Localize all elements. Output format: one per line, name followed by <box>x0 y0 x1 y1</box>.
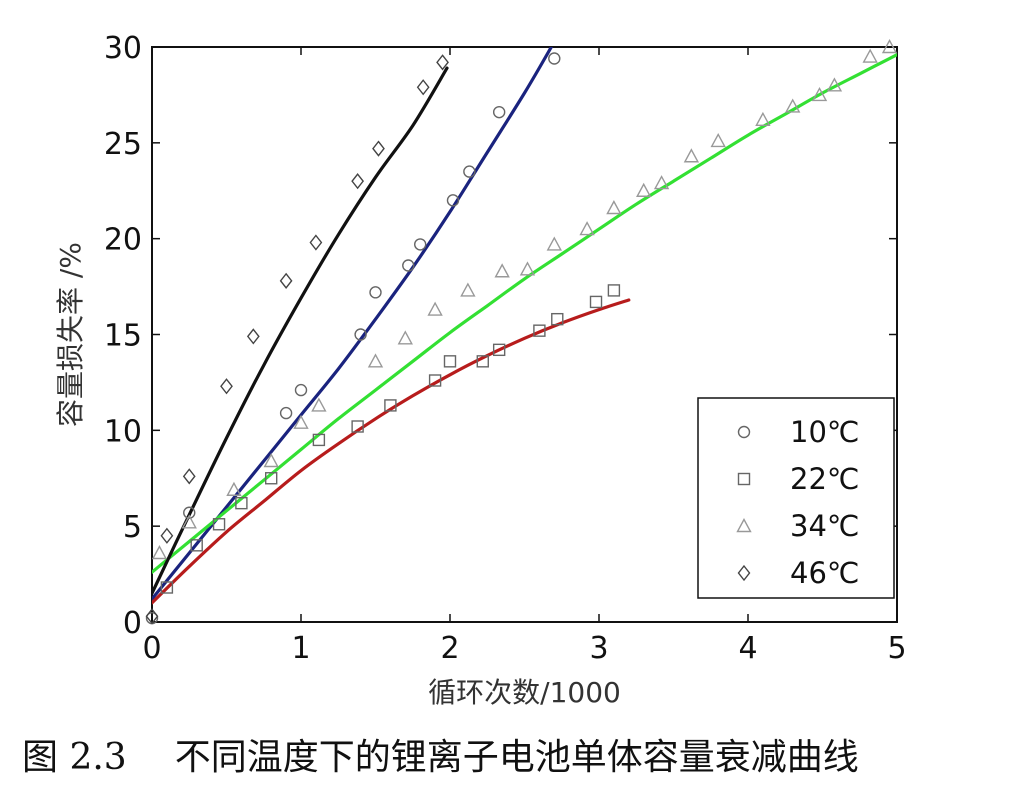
figure-number: 图 2.3 <box>22 737 127 778</box>
data-point <box>279 406 293 420</box>
legend: 10℃ 22℃ 34℃ 46℃ <box>697 397 895 599</box>
data-point <box>293 414 309 429</box>
data-point <box>826 77 843 92</box>
data-point <box>372 140 385 157</box>
data-point <box>785 98 801 113</box>
data-point <box>312 433 326 447</box>
data-point <box>492 105 506 119</box>
data-point <box>548 52 561 65</box>
data-point <box>265 472 278 485</box>
fit-line-3 <box>152 66 449 595</box>
legend-marker <box>737 564 751 582</box>
capacity-loss-chart: 0 1 2 3 4 5 0 5 10 15 20 25 30 循环次数/1000 容量损失率 /% 10… <box>54 31 907 709</box>
data-point <box>436 54 449 71</box>
legend-label: 22℃ <box>790 462 859 496</box>
legend-label: 34℃ <box>790 509 859 543</box>
data-point <box>354 328 367 341</box>
legend-label: 46℃ <box>790 556 859 590</box>
legend-label: 10℃ <box>790 415 859 449</box>
data-point <box>636 182 652 197</box>
x-axis-title: 循环次数/1000 <box>428 676 621 709</box>
x-tick-label: 4 <box>738 631 757 666</box>
data-point <box>533 324 546 337</box>
x-tick-label: 0 <box>142 631 161 666</box>
y-tick-label: 10 <box>104 414 142 449</box>
data-point <box>546 236 562 251</box>
y-tick-label: 20 <box>104 223 142 258</box>
data-point <box>311 397 327 412</box>
y-tick-label: 30 <box>104 31 142 66</box>
data-point <box>384 399 397 412</box>
x-tick-label: 3 <box>589 631 608 666</box>
legend-box <box>697 397 895 599</box>
data-point <box>309 234 323 251</box>
y-tick-label: 15 <box>104 319 142 354</box>
data-point <box>183 506 196 519</box>
data-point <box>428 374 442 387</box>
data-point <box>494 263 510 278</box>
data-point <box>351 420 364 433</box>
data-point <box>369 286 382 299</box>
data-point <box>476 355 489 368</box>
data-point <box>551 312 564 326</box>
axis-ticks: 0 1 2 3 4 5 0 5 10 15 20 25 30 <box>104 31 907 666</box>
data-point <box>145 608 159 625</box>
data-point <box>160 527 174 544</box>
data-point <box>351 173 365 190</box>
legend-marker <box>736 518 752 533</box>
data-markers <box>145 39 898 625</box>
data-point <box>212 518 226 531</box>
data-point <box>263 453 279 468</box>
data-point <box>160 581 174 594</box>
data-point <box>182 468 196 485</box>
data-point <box>607 284 621 297</box>
data-point <box>710 132 726 148</box>
data-point <box>463 165 476 178</box>
figure-caption: 图 2.3 不同温度下的锂离子电池单体容量衰减曲线 <box>22 728 859 780</box>
x-tick-label: 2 <box>440 631 459 666</box>
data-point <box>416 79 430 96</box>
data-point <box>226 481 242 496</box>
data-point <box>402 259 415 272</box>
data-point <box>606 200 622 215</box>
data-point <box>460 282 476 297</box>
data-point <box>151 545 168 560</box>
data-point <box>881 39 898 54</box>
data-point <box>235 496 248 510</box>
data-point <box>414 238 427 251</box>
figure-caption-text: 不同温度下的锂离子电池单体容量衰减曲线 <box>174 737 859 778</box>
data-point <box>397 330 413 345</box>
data-point <box>519 261 536 276</box>
data-point <box>589 295 603 309</box>
data-point <box>579 221 595 236</box>
data-point <box>427 301 443 316</box>
data-point <box>492 343 506 357</box>
legend-marker <box>737 472 751 486</box>
data-point <box>811 86 828 102</box>
y-tick-label: 0 <box>123 606 142 641</box>
data-point <box>755 111 771 127</box>
data-point <box>181 514 197 529</box>
data-point <box>862 48 878 63</box>
data-point <box>190 539 203 552</box>
data-point <box>653 175 670 190</box>
data-point <box>446 194 460 207</box>
y-tick-label: 5 <box>123 510 142 545</box>
data-point <box>443 355 457 368</box>
x-tick-label: 1 <box>291 631 310 666</box>
y-axis-title: 容量损失率 /% <box>54 242 87 427</box>
data-point <box>220 378 233 395</box>
data-point <box>294 383 308 397</box>
y-tick-label: 25 <box>104 127 142 162</box>
fit-line-0 <box>152 47 553 601</box>
data-point <box>683 148 700 163</box>
fit-line-2 <box>152 53 897 574</box>
x-tick-label: 5 <box>887 631 906 666</box>
data-point <box>367 353 384 368</box>
data-point <box>279 272 293 289</box>
legend-marker <box>737 425 751 439</box>
data-point <box>246 328 260 345</box>
